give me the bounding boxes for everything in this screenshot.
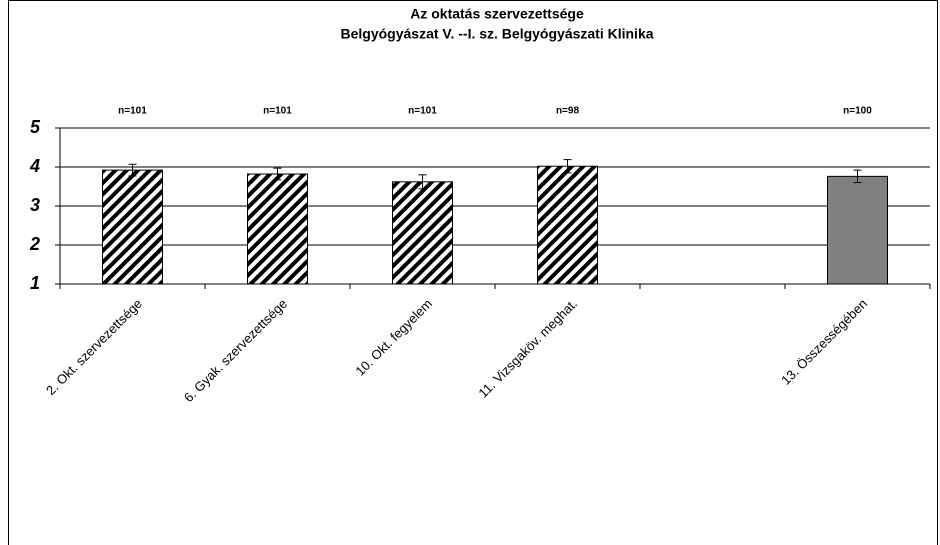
y-tick-label: 2 (29, 234, 40, 254)
annotation: n=101 (408, 106, 437, 117)
bar (537, 165, 598, 285)
bar (392, 181, 453, 285)
chart-subtitle: Belgyógyászat V. --I. sz. Belgyógyászati… (340, 26, 653, 42)
bar (247, 173, 308, 285)
frame (8, 0, 938, 545)
chart-title: Az oktatás szervezettsége (410, 6, 584, 22)
y-tick-label: 5 (30, 117, 41, 137)
bar (102, 169, 163, 285)
y-tick-label: 4 (29, 156, 40, 176)
annotation: n=101 (118, 106, 147, 117)
annotation: n=101 (263, 106, 292, 117)
bar (827, 175, 888, 285)
y-tick-label: 3 (30, 195, 40, 215)
annotation: n=100 (843, 106, 872, 117)
annotation: n=98 (556, 106, 580, 117)
y-tick-label: 1 (30, 273, 40, 293)
